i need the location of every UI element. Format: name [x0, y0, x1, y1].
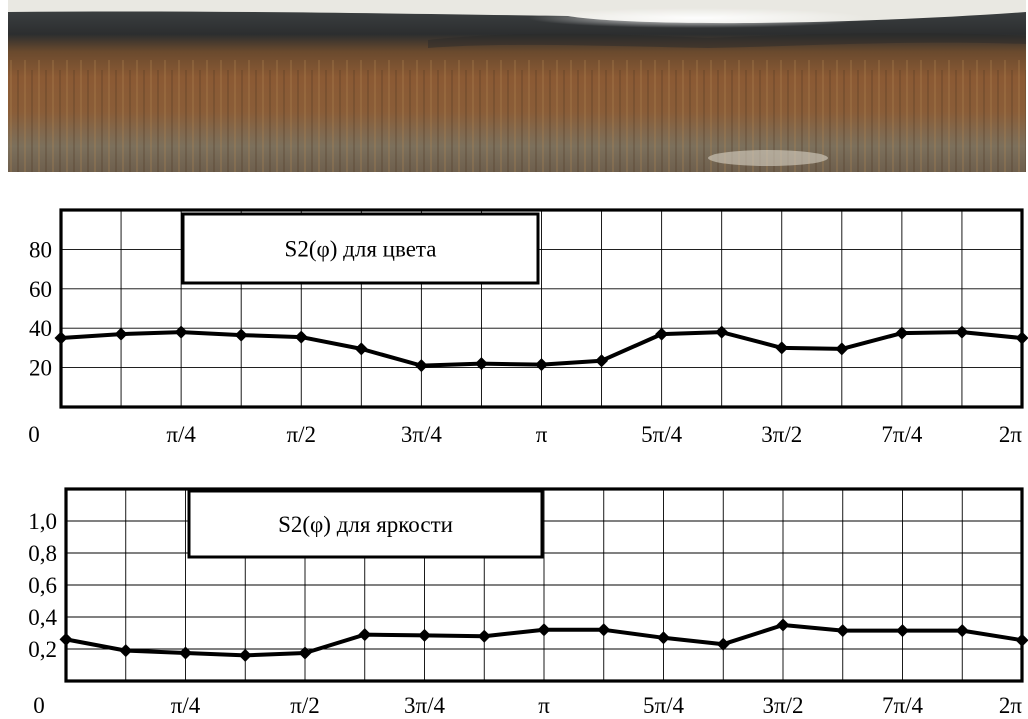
legend-box: [187, 489, 544, 559]
x-tick-label: π: [536, 422, 548, 447]
legend-label: S2(φ) для яркости: [278, 512, 453, 537]
data-point-marker: [597, 623, 611, 637]
x-tick-label: 3π/2: [761, 422, 802, 447]
data-point-marker: [657, 631, 670, 645]
brightness-plot-frame: [64, 487, 1024, 683]
data-point-marker: [595, 354, 609, 368]
x-tick-label: 3π/4: [404, 693, 446, 718]
data-point-marker: [955, 325, 969, 339]
data-point-marker: [655, 327, 669, 341]
color-plot-frame: [59, 208, 1024, 409]
y-tick-label: 1,0: [28, 509, 57, 534]
x-tick-label: 2π: [999, 693, 1023, 718]
y-tick-label: 20: [29, 356, 52, 381]
x-tick-label: 0: [33, 693, 45, 718]
legend-label: S2(φ) для цвета: [285, 237, 437, 262]
x-tick-label: 5π/4: [641, 422, 683, 447]
data-point-marker: [414, 359, 428, 373]
x-tick-label: π/2: [290, 693, 320, 718]
data-point-marker: [174, 325, 188, 339]
x-tick-label: 3π/2: [762, 693, 803, 718]
y-tick-label: 0,8: [28, 541, 57, 566]
data-point-marker: [298, 646, 312, 660]
x-tick-label: 5π/4: [643, 693, 685, 718]
data-point-marker: [234, 328, 248, 342]
data-point-marker: [474, 357, 488, 371]
y-tick-label: 40: [29, 316, 52, 341]
brightness-legend: S2(φ) для яркости: [187, 489, 544, 559]
y-tick-label: 0,2: [28, 637, 57, 662]
data-point-marker: [477, 629, 491, 643]
x-tick-label: π/2: [286, 422, 316, 447]
data-point-marker: [179, 646, 192, 660]
color-chart: 80 60 40 20 0 π/4 π/2 3π/4 π 5π/4 3π/2 7π/4 2π S2(φ) …: [28, 208, 1028, 447]
data-point-marker: [418, 628, 431, 642]
data-point-marker: [535, 358, 548, 372]
x-tick-label: π/4: [171, 693, 201, 718]
textile-photo: [8, 0, 1026, 172]
data-point-marker: [114, 327, 128, 341]
data-point-marker: [896, 624, 909, 638]
color-legend: S2(φ) для цвета: [181, 212, 540, 285]
data-point-marker: [354, 342, 368, 356]
data-point-marker: [836, 624, 850, 638]
data-point-marker: [238, 648, 252, 662]
x-tick-label: 7π/4: [881, 422, 923, 447]
x-tick-label: 2π: [999, 422, 1023, 447]
brightness-chart: 1,0 0,8 0,6 0,4 0,2 0 π/4 π/2 3π/4 π 5π/4 3π/2 7π/4 2…: [28, 487, 1028, 718]
data-point-marker: [776, 618, 790, 632]
x-tick-label: 7π/4: [882, 693, 924, 718]
x-tick-label: 3π/4: [401, 422, 443, 447]
y-tick-label: 60: [29, 277, 52, 302]
data-point-marker: [716, 637, 730, 651]
data-point-marker: [835, 342, 849, 356]
data-point-marker: [119, 644, 133, 658]
legend-box: [181, 212, 540, 285]
x-tick-label: 0: [28, 422, 40, 447]
data-point-marker: [895, 326, 909, 340]
y-tick-label: 0,4: [28, 605, 57, 630]
x-tick-label: π/4: [166, 422, 196, 447]
x-tick-label: π: [538, 693, 550, 718]
y-tick-label: 80: [29, 237, 52, 262]
data-point-marker: [715, 325, 729, 339]
data-point-marker: [358, 628, 372, 642]
data-point-marker: [955, 624, 969, 638]
data-point-marker: [775, 341, 789, 355]
data-point-marker: [537, 623, 551, 637]
y-tick-label: 0,6: [28, 573, 57, 598]
data-point-marker: [294, 330, 308, 344]
